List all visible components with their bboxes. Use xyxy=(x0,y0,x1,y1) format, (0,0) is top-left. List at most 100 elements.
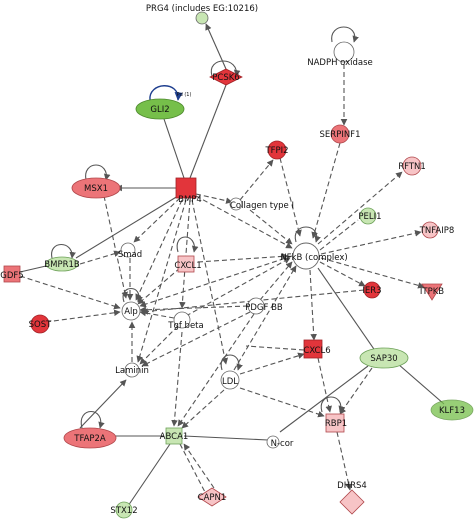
edge-cxcl6-rbp1 xyxy=(317,357,332,413)
node-collagen-label: Collagen type I xyxy=(230,201,294,211)
edge-pcsk6-bmp4 xyxy=(189,84,227,179)
edge-nfkb-alp xyxy=(139,255,293,308)
node-pdgf-bb[interactable]: PDGF BB xyxy=(245,297,283,315)
edge-collagen-tfpi2 xyxy=(239,159,274,201)
edge-gdf5-alp xyxy=(19,275,121,310)
node-bmpr1b[interactable]: BMPR1B xyxy=(44,256,80,272)
edge-tgfb-laminin xyxy=(139,325,179,365)
selfloop-tfap2a xyxy=(80,411,105,429)
selfloop-msx1 xyxy=(85,164,111,181)
node-ier3[interactable]: IER3 xyxy=(362,281,382,299)
node-itpkb[interactable]: ITPKB xyxy=(420,283,444,301)
node-cxcl1-label: CXCL1 xyxy=(174,261,201,271)
node-collagen-type-i[interactable]: Collagen type I xyxy=(229,197,294,211)
node-ldl-label: LDL xyxy=(222,377,238,387)
node-dhrs4[interactable]: DHRS4 xyxy=(337,481,367,515)
edge-msx1-alp xyxy=(103,195,128,299)
node-pcsk6[interactable]: PCSK6 xyxy=(209,68,243,86)
node-nfkb-label: NFkB (complex) xyxy=(280,253,347,263)
node-tfap2a-label: TFAP2A xyxy=(73,434,106,444)
selfloop-ldl xyxy=(220,354,243,371)
node-abca1[interactable]: ABCA1 xyxy=(160,427,189,445)
edge-tgfb-abca1 xyxy=(171,331,183,427)
selfloop-rbp1 xyxy=(320,396,345,413)
edge-sost-alp xyxy=(45,309,121,323)
edge-nfkb-rftn1 xyxy=(317,171,403,245)
node-stx12[interactable]: STX12 xyxy=(110,501,138,519)
node-tfpi2[interactable]: TFPI2 xyxy=(264,140,289,160)
node-pdgf-label: PDGF BB xyxy=(245,303,283,313)
node-serpinf1[interactable]: SERPINF1 xyxy=(320,124,361,144)
node-cxcl1[interactable]: CXCL1 xyxy=(174,255,202,273)
edge-tfpi2-nfkb xyxy=(279,157,302,237)
edge-ldl-nfkb xyxy=(233,265,297,371)
edge-abca1-stx12 xyxy=(127,443,171,507)
node-tfap2a[interactable]: TFAP2A xyxy=(63,427,117,449)
edge-bmp4-collagen xyxy=(195,193,233,204)
node-bmpr1b-label: BMPR1B xyxy=(44,260,80,270)
node-smad[interactable]: Smad xyxy=(118,242,142,260)
node-sost-label: SOST xyxy=(29,320,52,330)
node-rftn1[interactable]: RFTN1 xyxy=(398,156,426,176)
node-sap30[interactable]: SAP30 xyxy=(359,347,409,369)
node-abca1-label: ABCA1 xyxy=(160,432,189,442)
edge-pdgf-laminin xyxy=(141,311,251,367)
edge-cxcl1-nfkb xyxy=(197,253,289,263)
selfloop-cxcl1 xyxy=(176,236,199,253)
node-ncor-label: N-cor xyxy=(271,439,294,449)
node-nadph-label: NADPH oxidase xyxy=(307,58,373,68)
selfloop-alp xyxy=(122,287,144,303)
node-bmp4-label: BMP4 xyxy=(178,195,202,205)
node-klf13[interactable]: KLF13 xyxy=(430,399,474,421)
edge-nfkb-cxcl6 xyxy=(309,269,317,341)
node-capn1[interactable]: CAPN1 xyxy=(197,487,227,507)
node-gli2[interactable]: GLI2 Pd (1) xyxy=(135,92,191,120)
node-ldl[interactable]: LDL xyxy=(220,370,240,390)
edge-nfkb-peli1 xyxy=(319,219,359,251)
node-msx1[interactable]: MSX1 xyxy=(71,177,121,199)
node-alp[interactable]: Alp xyxy=(121,301,141,321)
node-laminin[interactable]: Laminin xyxy=(115,362,149,378)
node-capn1-label: CAPN1 xyxy=(198,493,227,503)
node-tfpi2-label: TFPI2 xyxy=(264,146,288,156)
edge-nfkb-itpkb xyxy=(320,257,425,289)
node-peli1[interactable]: PELI1 xyxy=(358,207,382,225)
edge-bmp4-nfkb xyxy=(195,195,293,249)
node-ier3-label: IER3 xyxy=(362,286,381,296)
node-gdf5-label: GDF5 xyxy=(0,271,23,281)
edge-collagen-nfkb xyxy=(249,209,293,245)
node-tnfaip8[interactable]: TNFAIP8 xyxy=(419,221,455,239)
node-prg4-label: PRG4 (includes EG:10216) xyxy=(146,4,258,14)
edge-sap30-rbp1 xyxy=(339,367,373,415)
node-peli1-label: PELI1 xyxy=(358,212,381,222)
edge-bmp4-tgfb xyxy=(179,199,191,309)
edge-cxcl6-ldl xyxy=(245,345,305,351)
node-cxcl6[interactable]: CXCL6 xyxy=(303,339,331,359)
node-tgf-beta[interactable]: Tgf beta xyxy=(167,311,204,331)
selfloop-nfkb xyxy=(294,226,321,243)
node-bmp4[interactable]: BMP4 xyxy=(175,177,202,205)
selfloop-bmpr1b xyxy=(51,243,76,259)
edge-bmp4-bmpr1b xyxy=(75,195,179,259)
node-gdf5[interactable]: GDF5 xyxy=(0,265,24,283)
edge-bmpr1b-smad xyxy=(79,250,121,265)
edge-gdf5-bmpr1b xyxy=(19,265,47,273)
selfloop-nadph xyxy=(331,26,359,43)
node-serpinf1-label: SERPINF1 xyxy=(320,130,361,140)
node-klf13-label: KLF13 xyxy=(439,406,465,416)
node-nfkb-complex[interactable]: NFkB (complex) xyxy=(280,242,348,270)
edge-pdgf-nfkb xyxy=(259,261,293,301)
edge-abca1-capn1 xyxy=(179,443,207,495)
edge-bmp4-ldl xyxy=(191,199,229,365)
edge-ldl-cxcl6 xyxy=(239,352,305,375)
edge-cxcl1-alp xyxy=(137,267,181,305)
node-gli2-label: GLI2 xyxy=(150,105,169,115)
edge-sap30-klf13 xyxy=(397,363,445,405)
node-sost[interactable]: SOST xyxy=(29,314,52,334)
node-nadph-oxidase[interactable]: NADPH oxidase xyxy=(307,41,373,68)
edge-tfap2a-laminin xyxy=(79,379,127,429)
node-rbp1[interactable]: RBP1 xyxy=(325,413,347,433)
selfloop-gli2 xyxy=(149,85,183,101)
node-prg4[interactable]: PRG4 (includes EG:10216) xyxy=(146,4,258,25)
node-n-cor[interactable]: N-cor xyxy=(266,435,294,449)
